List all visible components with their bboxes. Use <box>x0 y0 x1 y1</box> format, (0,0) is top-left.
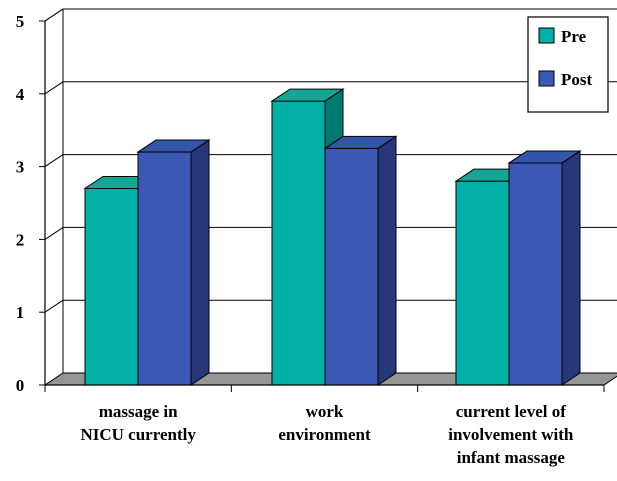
y-tick-labels: 0 1 2 3 4 5 <box>16 12 25 395</box>
legend-swatch-post <box>538 70 555 87</box>
legend-swatch-pre <box>538 27 555 44</box>
x-category-label: current level of <box>456 402 566 421</box>
y-tick-label: 3 <box>16 158 25 177</box>
axes <box>39 20 605 392</box>
bar-side-post <box>561 150 581 386</box>
y-tick-label: 0 <box>16 376 25 395</box>
y-tick-label: 4 <box>16 85 25 104</box>
x-category-label: infant massage <box>457 448 566 467</box>
chart-walls <box>44 8 64 373</box>
y-tick-label: 2 <box>16 230 25 249</box>
y-tick-label: 5 <box>16 12 25 31</box>
side-wall-top-edge <box>44 8 64 22</box>
bar-top-post <box>323 135 398 149</box>
bar-post <box>508 162 563 386</box>
gridline-side <box>44 81 64 95</box>
bar-top-post <box>136 139 211 153</box>
legend-label-post: Post <box>561 70 593 89</box>
bars <box>83 88 582 386</box>
bar-pre <box>455 180 510 386</box>
bar-post <box>324 147 379 386</box>
gridline-side <box>44 154 64 168</box>
x-category-label: work <box>306 402 344 421</box>
y-tick-label: 1 <box>16 303 25 322</box>
gridline-side <box>44 226 64 240</box>
x-category-label: massage in <box>99 402 178 421</box>
bar-top-post <box>507 150 582 164</box>
bar-top-pre <box>270 88 345 102</box>
bar-side-post <box>377 135 397 386</box>
bar-post <box>137 151 192 386</box>
bar-pre <box>84 187 139 386</box>
x-category-label: involvement with <box>448 425 574 444</box>
x-category-labels: massage in NICU currently work environment c… <box>80 402 573 467</box>
gridline-side <box>44 299 64 313</box>
legend: Pre Post <box>527 16 609 113</box>
bar-pre <box>271 100 326 386</box>
legend-label-pre: Pre <box>561 27 587 46</box>
x-category-label: NICU currently <box>80 425 196 444</box>
x-category-label: environment <box>278 425 371 444</box>
bar-side-post <box>190 139 210 386</box>
